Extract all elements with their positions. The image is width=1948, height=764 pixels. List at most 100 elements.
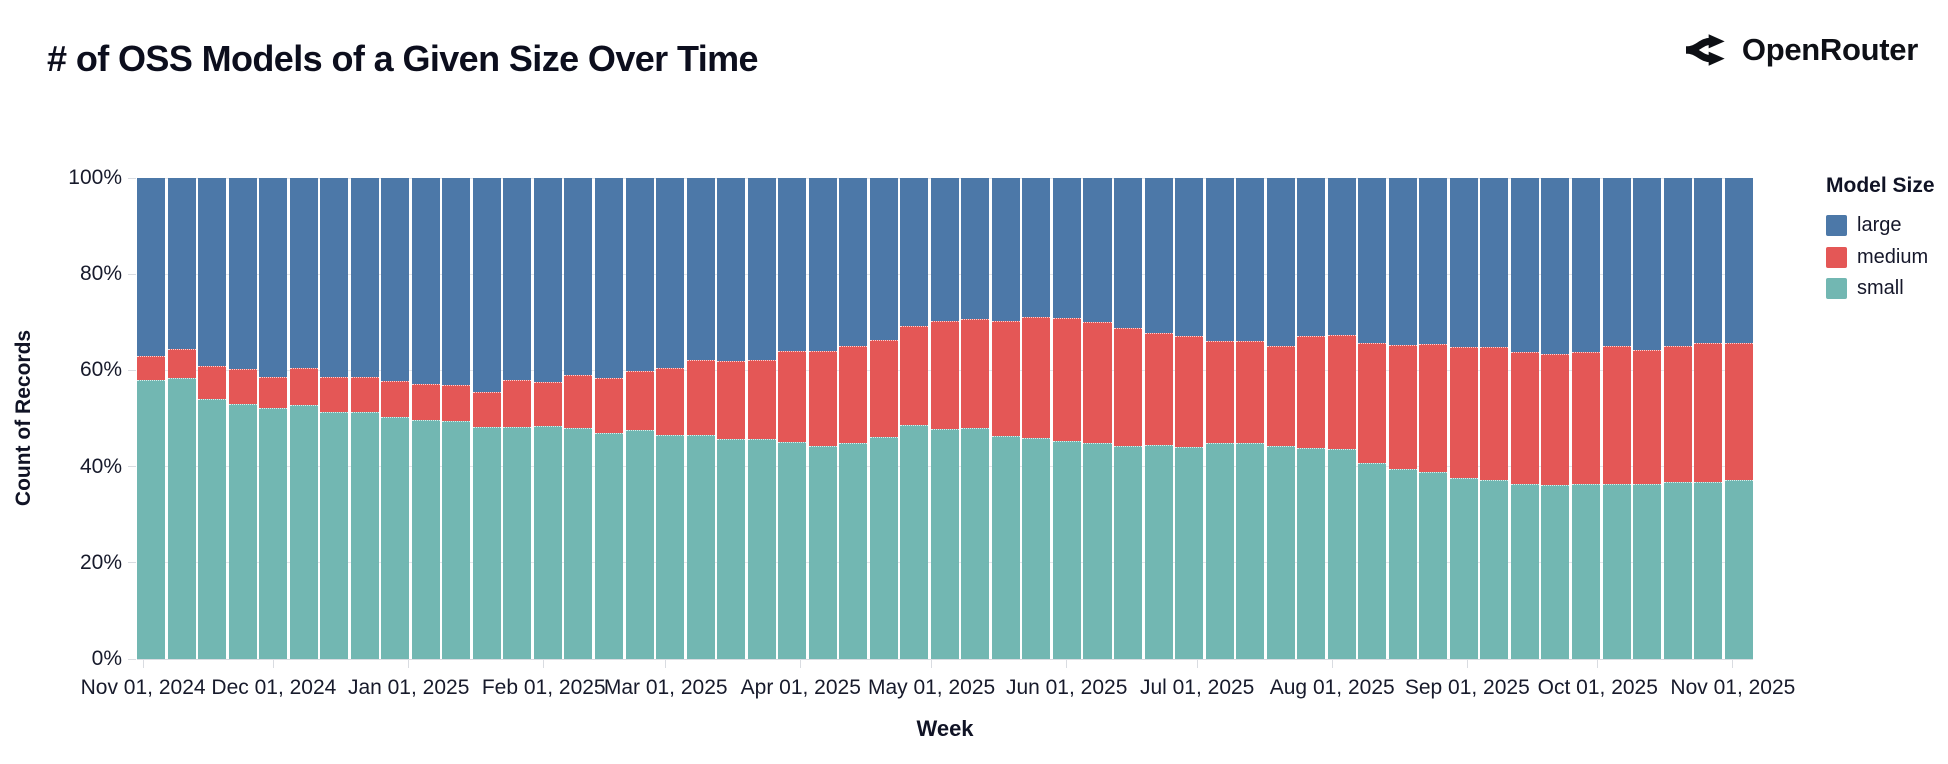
- bar-week-6[interactable]: [320, 178, 349, 659]
- segment-large[interactable]: [259, 178, 288, 378]
- bar-week-8[interactable]: [381, 178, 410, 659]
- segment-medium[interactable]: [1663, 345, 1692, 482]
- bar-week-45[interactable]: [1510, 178, 1539, 659]
- segment-large[interactable]: [1480, 178, 1509, 348]
- segment-medium[interactable]: [594, 378, 623, 434]
- bar-week-22[interactable]: [808, 178, 837, 659]
- segment-large[interactable]: [808, 178, 837, 351]
- segment-small[interactable]: [1571, 484, 1600, 659]
- segment-medium[interactable]: [930, 320, 959, 429]
- bar-week-0[interactable]: [137, 178, 166, 659]
- segment-medium[interactable]: [1480, 347, 1509, 481]
- segment-small[interactable]: [1480, 480, 1509, 659]
- segment-small[interactable]: [625, 430, 654, 659]
- bar-week-23[interactable]: [839, 178, 868, 659]
- segment-large[interactable]: [564, 178, 593, 375]
- segment-small[interactable]: [1541, 484, 1570, 659]
- bar-week-36[interactable]: [1236, 178, 1265, 659]
- segment-large[interactable]: [1175, 178, 1204, 336]
- segment-medium[interactable]: [625, 370, 654, 431]
- bar-week-28[interactable]: [991, 178, 1020, 659]
- bar-week-31[interactable]: [1083, 178, 1112, 659]
- segment-large[interactable]: [198, 178, 227, 366]
- segment-medium[interactable]: [533, 382, 562, 426]
- segment-large[interactable]: [839, 178, 868, 347]
- segment-large[interactable]: [1358, 178, 1387, 343]
- bar-week-2[interactable]: [198, 178, 227, 659]
- segment-medium[interactable]: [1236, 340, 1265, 443]
- segment-large[interactable]: [1419, 178, 1448, 344]
- bar-week-7[interactable]: [350, 178, 379, 659]
- segment-large[interactable]: [1236, 178, 1265, 341]
- segment-small[interactable]: [991, 435, 1020, 659]
- segment-large[interactable]: [930, 178, 959, 321]
- bar-week-49[interactable]: [1633, 178, 1662, 659]
- segment-large[interactable]: [167, 178, 196, 349]
- bar-week-24[interactable]: [869, 178, 898, 659]
- segment-small[interactable]: [1236, 442, 1265, 659]
- bar-week-40[interactable]: [1358, 178, 1387, 659]
- segment-medium[interactable]: [1510, 351, 1539, 484]
- segment-medium[interactable]: [442, 384, 471, 421]
- segment-small[interactable]: [656, 434, 685, 659]
- segment-large[interactable]: [1114, 178, 1143, 329]
- segment-small[interactable]: [137, 380, 166, 659]
- segment-large[interactable]: [778, 178, 807, 351]
- segment-medium[interactable]: [747, 360, 776, 440]
- segment-large[interactable]: [472, 178, 501, 393]
- segment-small[interactable]: [259, 407, 288, 659]
- segment-small[interactable]: [1022, 437, 1051, 659]
- segment-small[interactable]: [1602, 484, 1631, 659]
- segment-medium[interactable]: [1266, 345, 1295, 447]
- segment-medium[interactable]: [1449, 346, 1478, 479]
- segment-medium[interactable]: [1724, 342, 1753, 480]
- bar-week-35[interactable]: [1205, 178, 1234, 659]
- segment-large[interactable]: [320, 178, 349, 377]
- segment-medium[interactable]: [717, 360, 746, 439]
- segment-large[interactable]: [1571, 178, 1600, 353]
- segment-small[interactable]: [930, 428, 959, 659]
- bar-week-11[interactable]: [472, 178, 501, 659]
- segment-medium[interactable]: [320, 376, 349, 412]
- segment-medium[interactable]: [1541, 353, 1570, 485]
- segment-large[interactable]: [625, 178, 654, 371]
- segment-large[interactable]: [1052, 178, 1081, 318]
- segment-small[interactable]: [1114, 446, 1143, 659]
- segment-large[interactable]: [900, 178, 929, 326]
- segment-small[interactable]: [869, 436, 898, 659]
- segment-large[interactable]: [1633, 178, 1662, 350]
- segment-medium[interactable]: [839, 346, 868, 443]
- segment-small[interactable]: [1388, 468, 1417, 659]
- bar-week-25[interactable]: [900, 178, 929, 659]
- segment-large[interactable]: [411, 178, 440, 385]
- segment-medium[interactable]: [381, 380, 410, 417]
- bar-week-33[interactable]: [1144, 178, 1173, 659]
- bar-week-39[interactable]: [1327, 178, 1356, 659]
- segment-small[interactable]: [686, 435, 715, 659]
- segment-medium[interactable]: [1602, 345, 1631, 485]
- segment-medium[interactable]: [1327, 334, 1356, 449]
- bar-week-41[interactable]: [1388, 178, 1417, 659]
- segment-large[interactable]: [747, 178, 776, 361]
- segment-small[interactable]: [442, 420, 471, 659]
- bar-week-47[interactable]: [1571, 178, 1600, 659]
- segment-large[interactable]: [228, 178, 257, 369]
- legend-item-large[interactable]: large: [1826, 214, 1935, 237]
- segment-medium[interactable]: [1388, 345, 1417, 469]
- segment-medium[interactable]: [1083, 322, 1112, 444]
- segment-small[interactable]: [350, 411, 379, 659]
- bar-week-14[interactable]: [564, 178, 593, 659]
- segment-small[interactable]: [1327, 448, 1356, 659]
- legend-item-medium[interactable]: medium: [1826, 246, 1935, 269]
- bar-week-16[interactable]: [625, 178, 654, 659]
- segment-large[interactable]: [686, 178, 715, 360]
- segment-large[interactable]: [1266, 178, 1295, 346]
- segment-medium[interactable]: [503, 379, 532, 427]
- segment-medium[interactable]: [1694, 342, 1723, 483]
- segment-small[interactable]: [1724, 479, 1753, 659]
- segment-large[interactable]: [1510, 178, 1539, 352]
- segment-small[interactable]: [1633, 484, 1662, 659]
- bar-week-3[interactable]: [228, 178, 257, 659]
- segment-large[interactable]: [961, 178, 990, 319]
- segment-medium[interactable]: [869, 339, 898, 437]
